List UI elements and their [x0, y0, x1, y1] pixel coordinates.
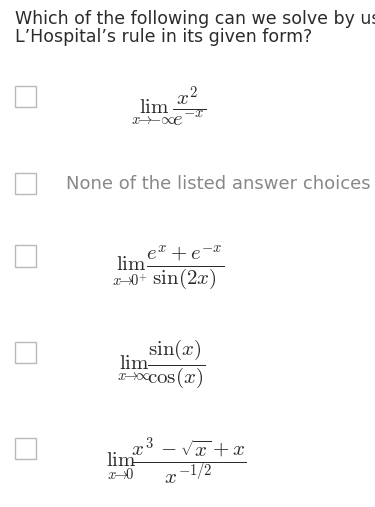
Text: $\lim_{x\!\to\!-\infty}\!\dfrac{x^2}{e^{-x}}$: $\lim_{x\!\to\!-\infty}\!\dfrac{x^2}{e^{…: [131, 84, 207, 129]
Text: $\lim_{x\!\to\!0^+}\!\dfrac{e^x+e^{-x}}{\sin(2x)}$: $\lim_{x\!\to\!0^+}\!\dfrac{e^x+e^{-x}}{…: [112, 243, 225, 292]
FancyBboxPatch shape: [15, 438, 36, 459]
FancyBboxPatch shape: [15, 245, 36, 267]
FancyBboxPatch shape: [15, 342, 36, 363]
Text: None of the listed answer choices: None of the listed answer choices: [66, 174, 370, 193]
Text: Which of the following can we solve by using: Which of the following can we solve by u…: [15, 10, 375, 28]
Text: $\lim_{x\!\to\!\infty}\!\dfrac{\sin(x)}{\cos(x)}$: $\lim_{x\!\to\!\infty}\!\dfrac{\sin(x)}{…: [117, 337, 205, 390]
Text: $\lim_{x\!\to\!0}\!\dfrac{x^3-\sqrt{x}+x}{x^{-1/2}}$: $\lim_{x\!\to\!0}\!\dfrac{x^3-\sqrt{x}+x…: [106, 436, 247, 487]
FancyBboxPatch shape: [15, 173, 36, 194]
FancyBboxPatch shape: [15, 86, 36, 107]
Text: L’Hospital’s rule in its given form?: L’Hospital’s rule in its given form?: [15, 28, 312, 46]
